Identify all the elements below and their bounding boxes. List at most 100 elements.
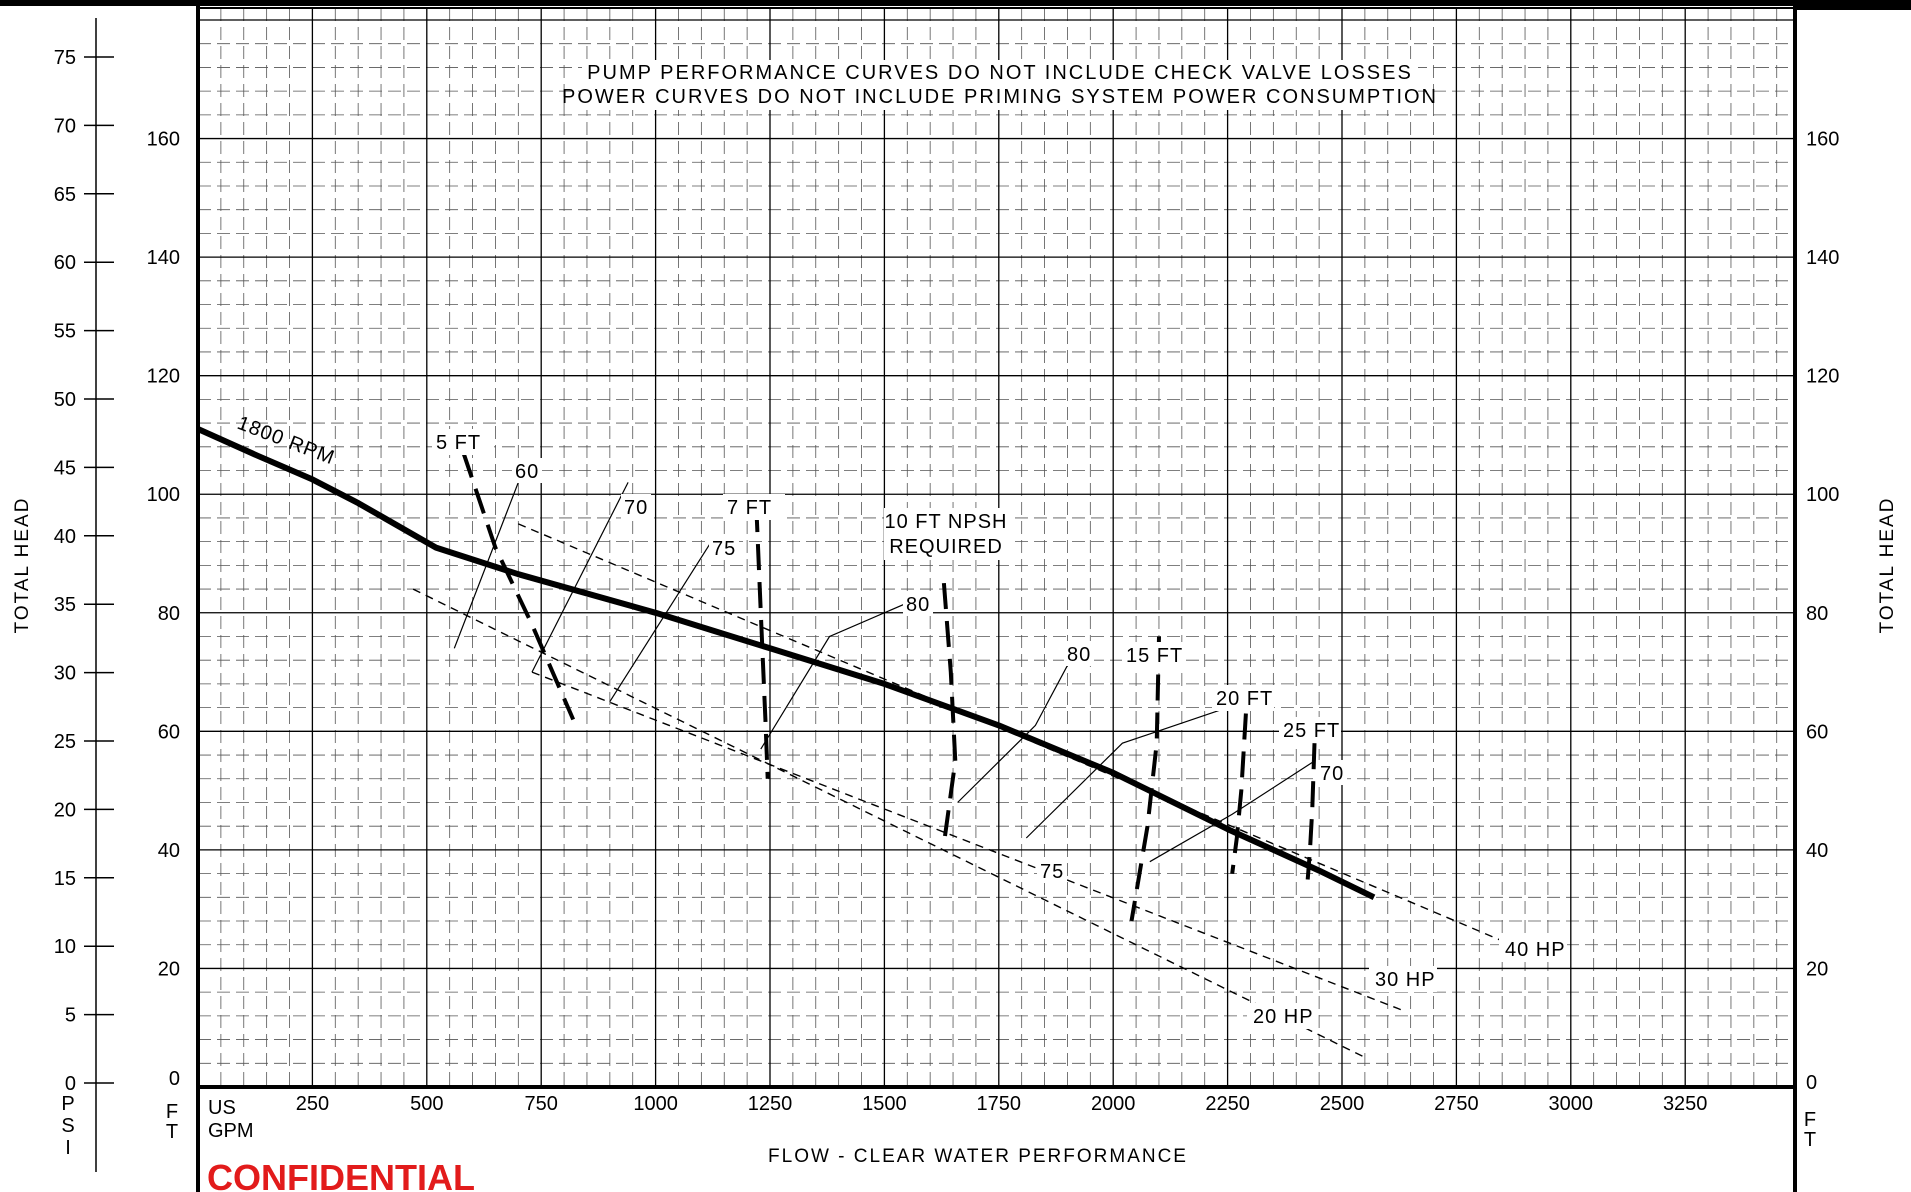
ft-right-unit-letter: T xyxy=(1804,1129,1816,1151)
efficiency-label: 70 xyxy=(624,497,648,519)
axes: 0 5 10 15 20 25 30 35 40 45 50 55 60 65 70 75 PSI 0 20 40 60… xyxy=(54,18,1839,1172)
efficiency-label-bg xyxy=(512,458,542,483)
top-edge-bar xyxy=(0,0,1911,6)
note-background xyxy=(582,60,1418,110)
ft-right-tick-label: 40 xyxy=(1806,840,1828,862)
head-curve-label: 1800 RPM xyxy=(234,412,338,469)
x-tick-label: 750 xyxy=(525,1093,558,1115)
efficiency-label: 75 xyxy=(1040,861,1064,883)
ft-left-tick-label: 20 xyxy=(158,958,180,980)
x-tick-label: 3250 xyxy=(1663,1093,1708,1115)
head-curve: 1800 RPM xyxy=(196,412,1376,900)
npsh-label: 15 FT xyxy=(1126,645,1183,667)
npsh-label-line2: REQUIRED xyxy=(889,536,1003,558)
efficiency-label-bg xyxy=(1064,641,1094,666)
psi-tick-label: 45 xyxy=(54,457,76,479)
ft-right-tick-label: 140 xyxy=(1806,247,1839,269)
npsh-curve xyxy=(1230,713,1248,874)
efficiency-label-bg xyxy=(1317,760,1347,785)
efficiency-label: 75 xyxy=(712,538,736,560)
power-label-bg xyxy=(1369,966,1437,992)
ft-right-tick-label: 0 xyxy=(1806,1072,1817,1094)
ft-right-tick-label: 100 xyxy=(1806,484,1839,506)
x-tick-label: 2750 xyxy=(1434,1093,1479,1115)
x-tick-label: 1500 xyxy=(862,1093,907,1115)
x-tick-label: 2000 xyxy=(1091,1093,1136,1115)
x-tick-label: 2500 xyxy=(1320,1093,1365,1115)
ft-right-tick-label: 80 xyxy=(1806,603,1828,625)
head-curve-1800-rpm xyxy=(196,426,1376,900)
ft-left-tick-label: 0 xyxy=(169,1068,180,1090)
ft-right-tick-label: 20 xyxy=(1806,958,1828,980)
psi-tick-label: 35 xyxy=(54,594,76,616)
ft-right-unit-letter: F xyxy=(1804,1109,1816,1131)
npsh-label-line1: 10 FT NPSH xyxy=(885,511,1008,533)
ft-right-tick-label: 60 xyxy=(1806,721,1828,743)
psi-unit-letter: I xyxy=(65,1137,71,1159)
psi-tick-label: 30 xyxy=(54,663,76,685)
power-label-bg xyxy=(1247,1003,1315,1029)
note-line-2: POWER CURVES DO NOT INCLUDE PRIMING SYST… xyxy=(562,86,1438,108)
npsh-curve xyxy=(941,582,958,845)
npsh-label-bg xyxy=(1212,685,1274,711)
psi-tick-label: 55 xyxy=(54,321,76,343)
ft-left-tick-label: 160 xyxy=(147,129,180,151)
psi-tick-label: 65 xyxy=(54,184,76,206)
top-right-edge-bar xyxy=(1795,0,1911,10)
ft-right-tick-label: 160 xyxy=(1806,129,1839,151)
psi-tick-label: 20 xyxy=(54,799,76,821)
power-label: 20 HP xyxy=(1253,1006,1314,1028)
ft-left-unit-letter: F xyxy=(166,1101,178,1123)
efficiency-label: 80 xyxy=(1067,644,1091,666)
efficiency-label-bg xyxy=(903,591,933,616)
power-label-bg xyxy=(1499,936,1567,962)
power-line-20-hp xyxy=(412,588,1366,1059)
npsh-label: 25 FT xyxy=(1283,720,1340,742)
efficiency-line-70 xyxy=(531,482,629,673)
ft-left-tick-label: 140 xyxy=(147,247,180,269)
ft-right-tick-label: 120 xyxy=(1806,366,1839,388)
efficiency-label-bg xyxy=(1037,858,1067,883)
npsh-label: 5 FT xyxy=(436,432,481,454)
efficiency-label: 80 xyxy=(906,594,930,616)
y-axis-title-right: TOTAL HEAD xyxy=(1877,497,1898,634)
x-axis-title: FLOW - CLEAR WATER PERFORMANCE xyxy=(768,1146,1188,1167)
ft-left-tick-label: 40 xyxy=(158,840,180,862)
npsh-label: 20 FT xyxy=(1216,688,1273,710)
efficiency-line-80 xyxy=(760,600,913,750)
ft-left-tick-label: 60 xyxy=(158,721,180,743)
npsh-label-bg xyxy=(884,508,1014,560)
efficiency-label-bg xyxy=(709,535,739,560)
efficiency-line-75 xyxy=(1025,707,1228,839)
efficiency-label: 70 xyxy=(1320,763,1344,785)
npsh-label-bg xyxy=(432,429,494,455)
efficiency-line-60 xyxy=(453,470,524,649)
psi-tick-label: 60 xyxy=(54,252,76,274)
y-axis-title-left: TOTAL HEAD xyxy=(12,497,33,634)
x-unit-gpm: GPM xyxy=(208,1120,254,1142)
ft-left-tick-label: 100 xyxy=(147,484,180,506)
psi-unit-letter: S xyxy=(61,1115,74,1137)
x-tick-label: 3000 xyxy=(1549,1093,1594,1115)
npsh-curve xyxy=(1129,636,1161,922)
psi-unit-letter: P xyxy=(61,1093,74,1115)
npsh-curve xyxy=(461,452,576,721)
x-tick-label: 1250 xyxy=(748,1093,793,1115)
npsh-curve xyxy=(754,506,770,779)
psi-tick-label: 70 xyxy=(54,115,76,137)
psi-tick-label: 50 xyxy=(54,389,76,411)
psi-tick-label: 25 xyxy=(54,731,76,753)
psi-tick-label: 15 xyxy=(54,868,76,890)
efficiency-lines: 60 70 75 80 80 75 70 xyxy=(453,458,1347,883)
power-line-30-hp xyxy=(531,671,1402,1011)
efficiency-line-80 xyxy=(957,648,1078,803)
power-curves: 40 HP 30 HP 20 HP xyxy=(412,523,1567,1059)
x-tick-label: 2250 xyxy=(1205,1093,1250,1115)
ft-left-unit-letter: T xyxy=(166,1121,178,1143)
psi-tick-label: 5 xyxy=(65,1005,76,1027)
x-tick-label: 1000 xyxy=(633,1093,678,1115)
npsh-label-bg xyxy=(723,494,785,520)
npsh-label-bg xyxy=(1279,717,1341,743)
psi-tick-label: 0 xyxy=(65,1073,76,1095)
